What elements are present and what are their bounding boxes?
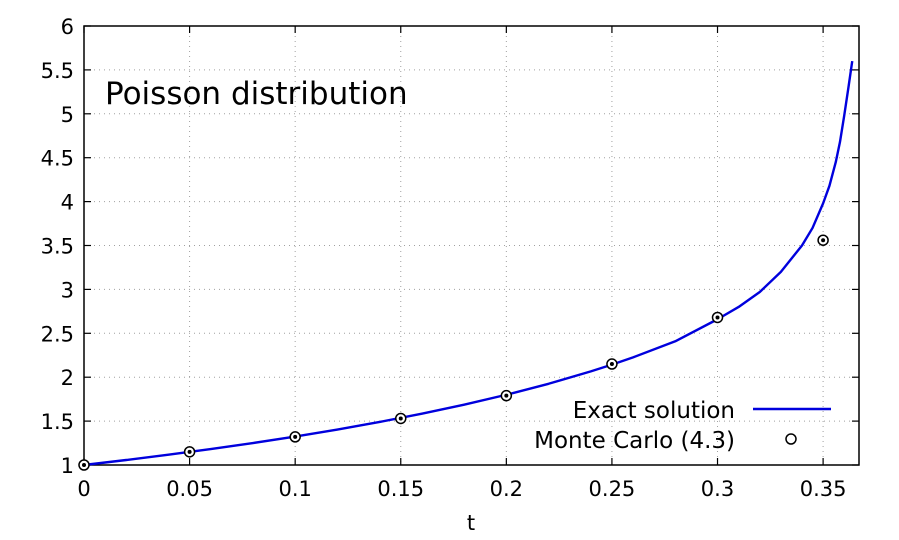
- y-tick-label: 1.5: [41, 410, 74, 434]
- monte-carlo-point: [711, 311, 724, 324]
- x-tick-label: 0: [77, 477, 90, 501]
- monte-carlo-point: [606, 358, 618, 370]
- exact-solution-line: [83, 60, 854, 467]
- monte-carlo-point: [817, 234, 829, 246]
- y-tick-label: 6: [61, 15, 74, 39]
- monte-carlo-point: [78, 459, 90, 471]
- monte-carlo-point: [183, 446, 196, 458]
- x-tick-label: 0.05: [166, 477, 213, 501]
- y-tick-label: 4: [61, 191, 74, 215]
- y-tick-label: 5.5: [41, 59, 74, 83]
- x-tick-label: 0.3: [701, 477, 734, 501]
- axis-ticks: 0 0.05 0.1 0.15 0.2 0.25 0.3 0.35 1 1.5 2 2.5 3 3.5 4 4…: [41, 15, 859, 501]
- x-tick-label: 0.35: [800, 477, 847, 501]
- legend: Exact solution Monte Carlo (4.3): [534, 398, 831, 454]
- series: [78, 60, 854, 471]
- chart-annotation: Poisson distribution: [105, 76, 408, 112]
- legend-label-exact-solution: Exact solution: [573, 398, 735, 424]
- x-tick-label: 0.2: [490, 477, 523, 501]
- monte-carlo-point: [395, 412, 407, 425]
- y-tick-label: 3: [61, 278, 74, 302]
- y-tick-label: 5: [61, 103, 74, 127]
- monte-carlo-point: [500, 389, 513, 402]
- x-tick-label: 0.1: [278, 477, 311, 501]
- y-tick-label: 2.5: [41, 322, 74, 346]
- y-tick-label: 1: [61, 454, 74, 478]
- x-tick-label: 0.15: [377, 477, 424, 501]
- legend-label-monte-carlo: Monte Carlo (4.3): [534, 428, 735, 454]
- y-tick-label: 3.5: [41, 235, 74, 259]
- y-tick-label: 4.5: [41, 147, 74, 171]
- y-tick-label: 2: [61, 366, 74, 390]
- x-axis-title: t: [467, 511, 475, 535]
- x-tick-label: 0.25: [589, 477, 636, 501]
- legend-swatch-monte-carlo: [785, 433, 797, 445]
- monte-carlo-point: [289, 431, 301, 443]
